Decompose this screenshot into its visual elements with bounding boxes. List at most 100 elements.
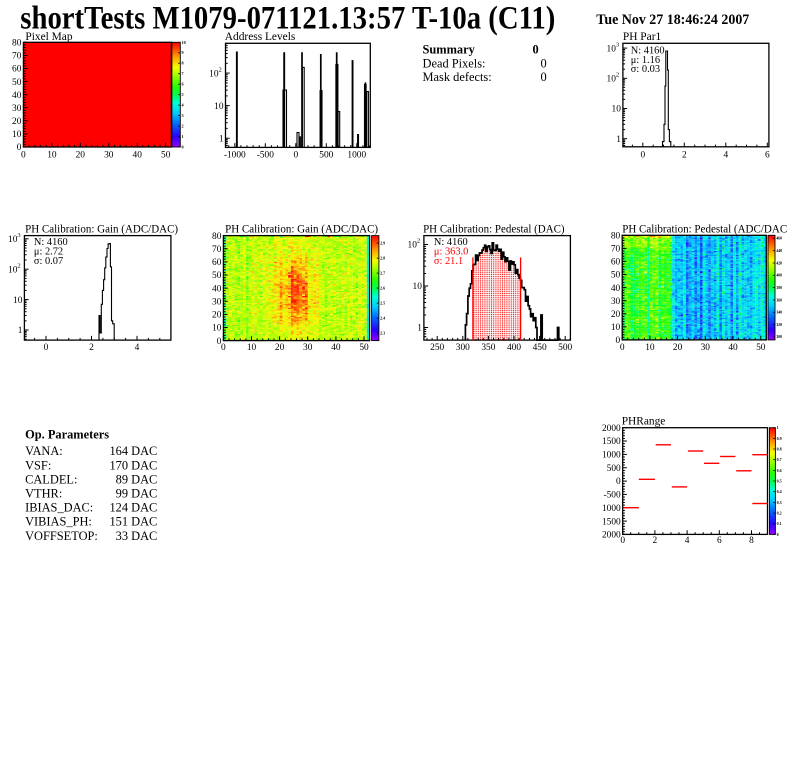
svg-text:μ: 363.0: μ: 363.0	[434, 247, 468, 258]
svg-text:10: 10	[247, 343, 257, 353]
svg-text:0: 0	[17, 143, 22, 153]
svg-text:420: 420	[776, 261, 782, 265]
svg-text:10: 10	[212, 324, 222, 334]
svg-text:10: 10	[408, 241, 418, 251]
svg-text:0: 0	[777, 532, 779, 537]
svg-text:VTHR:: VTHR:	[25, 487, 62, 501]
svg-text:σ: 21.1: σ: 21.1	[434, 256, 463, 267]
svg-text:Tue Nov 27 18:46:24 2007: Tue Nov 27 18:46:24 2007	[596, 11, 749, 28]
svg-text:0: 0	[532, 43, 538, 57]
svg-text:20: 20	[673, 343, 683, 353]
svg-text:20: 20	[611, 310, 621, 320]
svg-text:1: 1	[777, 425, 779, 430]
svg-text:30: 30	[303, 343, 313, 353]
svg-text:0: 0	[182, 145, 184, 150]
svg-text:2000: 2000	[602, 531, 621, 541]
svg-text:0.8: 0.8	[777, 446, 782, 451]
svg-text:10: 10	[13, 296, 23, 306]
svg-text:0: 0	[616, 477, 621, 487]
svg-text:2.6: 2.6	[380, 286, 385, 291]
svg-text:0: 0	[640, 150, 645, 160]
svg-text:20: 20	[275, 343, 285, 353]
svg-text:0.2: 0.2	[777, 511, 782, 516]
svg-text:1: 1	[182, 134, 184, 139]
svg-text:Mask defects:: Mask defects:	[423, 70, 492, 84]
svg-text:50: 50	[756, 343, 766, 353]
svg-text:170 DAC: 170 DAC	[109, 458, 157, 472]
svg-text:40: 40	[728, 343, 738, 353]
svg-text:8: 8	[182, 61, 184, 66]
svg-text:10: 10	[413, 282, 423, 292]
svg-text:300: 300	[776, 335, 782, 339]
svg-text:500: 500	[558, 343, 572, 353]
svg-text:-500: -500	[604, 491, 621, 501]
svg-text:0: 0	[293, 150, 298, 160]
svg-text:300: 300	[456, 343, 470, 353]
svg-text:30: 30	[611, 297, 621, 307]
svg-text:360: 360	[776, 298, 782, 302]
svg-text:0: 0	[221, 343, 226, 353]
svg-text:PH Calibration: Pedestal (ADC/: PH Calibration: Pedestal (ADC/DAC	[622, 223, 787, 235]
svg-text:10: 10	[645, 343, 655, 353]
svg-text:340: 340	[776, 311, 782, 315]
svg-text:5: 5	[182, 92, 184, 97]
svg-text:450: 450	[533, 343, 547, 353]
svg-text:0: 0	[44, 343, 49, 353]
svg-text:VIBIAS_PH:: VIBIAS_PH:	[25, 515, 92, 529]
svg-text:PH Calibration: Gain (ADC/DAC): PH Calibration: Gain (ADC/DAC)	[25, 223, 178, 235]
svg-text:10: 10	[214, 102, 224, 112]
svg-text:1: 1	[219, 134, 224, 144]
svg-text:4: 4	[685, 536, 690, 546]
svg-text:10: 10	[611, 323, 621, 333]
svg-text:40: 40	[331, 343, 341, 353]
svg-text:4: 4	[182, 103, 185, 108]
svg-text:50: 50	[359, 343, 369, 353]
svg-text:2: 2	[219, 66, 222, 73]
svg-text:60: 60	[12, 65, 22, 75]
svg-text:0.1: 0.1	[777, 521, 782, 526]
svg-text:PH Calibration: Gain (ADC/DAC): PH Calibration: Gain (ADC/DAC)	[225, 223, 378, 235]
svg-text:151 DAC: 151 DAC	[109, 515, 157, 529]
svg-text:VANA:: VANA:	[25, 444, 63, 458]
svg-text:0: 0	[217, 337, 222, 347]
svg-text:10: 10	[209, 69, 219, 79]
svg-text:33 DAC: 33 DAC	[116, 529, 158, 543]
svg-text:σ: 0.03: σ: 0.03	[631, 64, 660, 75]
svg-text:10: 10	[12, 130, 22, 140]
svg-text:1: 1	[417, 324, 422, 334]
svg-text:6: 6	[182, 82, 184, 87]
svg-text:89 DAC: 89 DAC	[116, 472, 158, 486]
svg-text:0: 0	[540, 57, 546, 71]
svg-text:10: 10	[607, 44, 617, 54]
svg-text:9: 9	[182, 50, 184, 55]
svg-text:0: 0	[616, 336, 621, 346]
svg-text:4: 4	[723, 150, 728, 160]
svg-text:2: 2	[417, 238, 420, 245]
svg-text:1000: 1000	[602, 451, 621, 461]
svg-text:2: 2	[182, 124, 184, 129]
svg-text:164 DAC: 164 DAC	[109, 444, 157, 458]
svg-text:20: 20	[212, 311, 222, 321]
svg-text:2: 2	[682, 150, 687, 160]
svg-text:2.4: 2.4	[380, 316, 385, 321]
svg-text:shortTests M1079-071121.13:57: shortTests M1079-071121.13:57 T-10a (C11…	[20, 1, 555, 37]
svg-text:50: 50	[161, 150, 171, 160]
svg-text:500: 500	[607, 464, 621, 474]
svg-text:Op. Parameters: Op. Parameters	[25, 428, 109, 442]
svg-text:CALDEL:: CALDEL:	[25, 472, 77, 486]
svg-text:N: 4160: N: 4160	[631, 45, 665, 56]
svg-text:2: 2	[89, 343, 94, 353]
svg-text:40: 40	[212, 284, 222, 294]
svg-text:80: 80	[212, 232, 222, 242]
svg-text:30: 30	[12, 104, 22, 114]
svg-text:3: 3	[17, 232, 21, 239]
svg-text:Pixel Map: Pixel Map	[25, 31, 72, 43]
svg-text:400: 400	[507, 343, 521, 353]
svg-text:2.7: 2.7	[380, 271, 385, 276]
svg-text:2000: 2000	[602, 424, 621, 434]
svg-text:2.9: 2.9	[380, 241, 385, 246]
svg-text:124 DAC: 124 DAC	[109, 501, 157, 515]
svg-text:1: 1	[18, 326, 23, 336]
svg-text:0.6: 0.6	[777, 468, 782, 473]
svg-text:1000: 1000	[347, 150, 366, 160]
